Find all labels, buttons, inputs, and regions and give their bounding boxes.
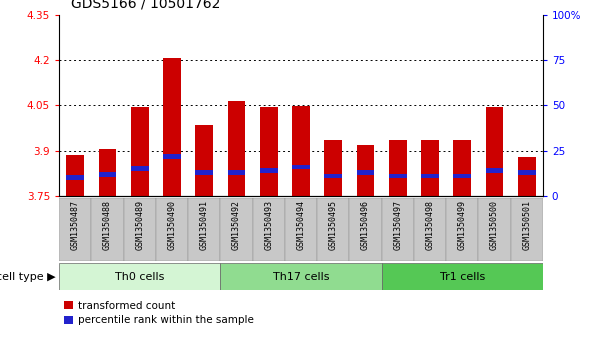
Bar <box>91 198 123 261</box>
Bar <box>163 58 181 196</box>
Bar <box>356 144 374 196</box>
Bar <box>188 198 220 261</box>
Text: GSM1350492: GSM1350492 <box>232 200 241 250</box>
Text: Th0 cells: Th0 cells <box>115 272 165 282</box>
Text: Tr1 cells: Tr1 cells <box>440 272 485 282</box>
Text: GSM1350488: GSM1350488 <box>103 200 112 250</box>
Bar <box>59 263 220 290</box>
Bar <box>446 198 478 261</box>
Legend: transformed count, percentile rank within the sample: transformed count, percentile rank withi… <box>64 301 254 325</box>
Bar <box>123 198 156 261</box>
Bar <box>389 140 407 196</box>
Text: GSM1350501: GSM1350501 <box>522 200 531 250</box>
Text: GSM1350490: GSM1350490 <box>168 200 176 250</box>
Bar <box>349 198 382 261</box>
Bar <box>253 198 285 261</box>
Bar <box>292 164 310 170</box>
Bar <box>228 170 245 175</box>
Bar <box>163 154 181 159</box>
Bar <box>518 157 536 196</box>
Bar <box>414 198 446 261</box>
Bar <box>66 175 84 180</box>
Text: Th17 cells: Th17 cells <box>273 272 329 282</box>
Bar <box>453 140 471 196</box>
Bar <box>156 198 188 261</box>
Bar <box>66 155 84 196</box>
Text: GSM1350495: GSM1350495 <box>329 200 337 250</box>
Bar <box>260 107 277 196</box>
Bar <box>389 174 407 179</box>
Bar <box>518 170 536 175</box>
Bar <box>453 174 471 179</box>
Bar <box>382 263 543 290</box>
Bar <box>486 168 503 173</box>
Bar <box>285 198 317 261</box>
Text: GSM1350500: GSM1350500 <box>490 200 499 250</box>
Bar <box>99 149 116 196</box>
Text: GSM1350494: GSM1350494 <box>296 200 306 250</box>
Bar <box>382 198 414 261</box>
Text: GSM1350496: GSM1350496 <box>361 200 370 250</box>
Bar <box>510 198 543 261</box>
Bar <box>421 174 439 179</box>
Text: GSM1350493: GSM1350493 <box>264 200 273 250</box>
Text: GSM1350498: GSM1350498 <box>425 200 434 250</box>
Bar <box>260 168 277 173</box>
Bar <box>59 198 91 261</box>
Text: cell type ▶: cell type ▶ <box>0 272 56 282</box>
Text: GSM1350489: GSM1350489 <box>135 200 144 250</box>
Bar <box>317 198 349 261</box>
Bar <box>220 263 382 290</box>
Bar <box>131 107 149 196</box>
Text: GSM1350499: GSM1350499 <box>458 200 467 250</box>
Bar <box>131 166 149 171</box>
Text: GSM1350491: GSM1350491 <box>199 200 209 250</box>
Bar <box>228 101 245 196</box>
Bar <box>195 125 213 196</box>
Bar <box>220 198 253 261</box>
Bar <box>486 107 503 196</box>
Bar <box>292 106 310 196</box>
Text: GSM1350487: GSM1350487 <box>71 200 80 250</box>
Bar <box>195 170 213 175</box>
Bar <box>356 170 374 175</box>
Bar <box>324 174 342 179</box>
Bar <box>99 172 116 177</box>
Text: GSM1350497: GSM1350497 <box>393 200 402 250</box>
Text: GDS5166 / 10501762: GDS5166 / 10501762 <box>71 0 220 11</box>
Bar <box>324 140 342 196</box>
Bar <box>478 198 510 261</box>
Bar <box>421 140 439 196</box>
